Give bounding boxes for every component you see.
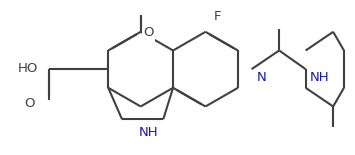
Text: HO: HO <box>17 62 38 75</box>
Text: NH: NH <box>139 126 158 139</box>
Text: NH: NH <box>310 71 329 84</box>
Text: F: F <box>213 10 221 23</box>
Text: N: N <box>257 71 266 84</box>
Text: O: O <box>24 97 35 110</box>
Text: O: O <box>143 26 154 39</box>
